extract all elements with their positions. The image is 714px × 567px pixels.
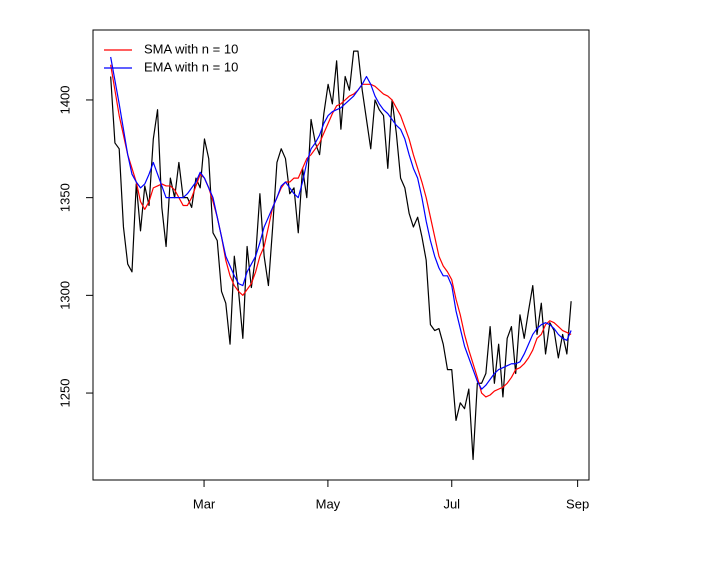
- x-tick-label: Mar: [193, 496, 216, 511]
- y-tick-label: 1400: [57, 85, 72, 114]
- legend-label: EMA with n = 10: [144, 59, 238, 74]
- y-tick-label: 1250: [57, 379, 72, 408]
- x-tick-label: May: [316, 496, 341, 511]
- legend-label: SMA with n = 10: [144, 41, 238, 56]
- x-tick-label: Jul: [443, 496, 460, 511]
- series-line: [110, 50, 572, 461]
- y-tick-label: 1300: [57, 281, 72, 310]
- y-tick-label: 1350: [57, 183, 72, 212]
- x-tick-label: Sep: [566, 496, 589, 511]
- series-line: [110, 56, 572, 390]
- plot-frame: [92, 29, 590, 481]
- series-line: [110, 64, 572, 398]
